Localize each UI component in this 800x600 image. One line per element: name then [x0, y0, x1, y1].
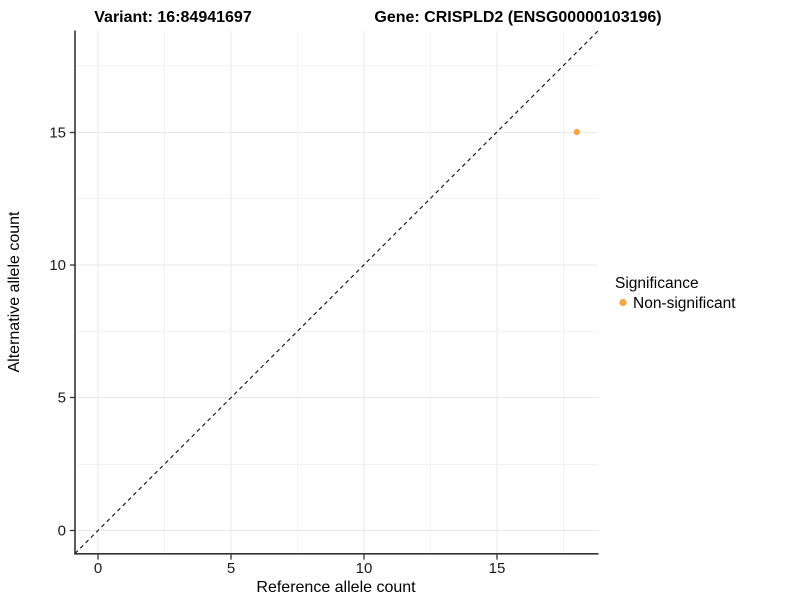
x-axis-title: Reference allele count — [256, 579, 416, 596]
axis-lines — [74, 30, 599, 555]
x-axis-tick-labels: 0 5 10 15 — [94, 560, 506, 577]
y-axis-ticks — [69, 131, 75, 532]
x-tick-5: 5 — [227, 560, 235, 577]
legend-item-label: Non-significant — [633, 295, 736, 312]
x-tick-0: 0 — [94, 560, 102, 577]
legend: Significance Non-significant — [615, 275, 736, 312]
identity-reference-line — [74, 30, 599, 554]
grid-minor-lines — [75, 31, 598, 553]
legend-marker-circle — [619, 298, 627, 307]
x-tick-10: 10 — [356, 560, 373, 577]
y-tick-15: 15 — [49, 125, 66, 142]
x-tick-15: 15 — [489, 560, 506, 577]
x-axis-ticks — [97, 554, 498, 560]
data-point — [573, 128, 580, 136]
y-tick-5: 5 — [58, 390, 66, 407]
variant-title: Variant: 16:84941697 — [94, 9, 252, 26]
legend-title: Significance — [615, 275, 699, 292]
y-tick-0: 0 — [58, 523, 66, 540]
y-tick-10: 10 — [49, 257, 66, 274]
y-axis-title: Alternative allele count — [6, 211, 23, 373]
gene-title: Gene: CRISPLD2 (ENSG00000103196) — [374, 9, 661, 26]
y-axis-tick-labels: 0 5 10 15 — [49, 125, 66, 540]
grid-major-lines — [75, 31, 598, 553]
